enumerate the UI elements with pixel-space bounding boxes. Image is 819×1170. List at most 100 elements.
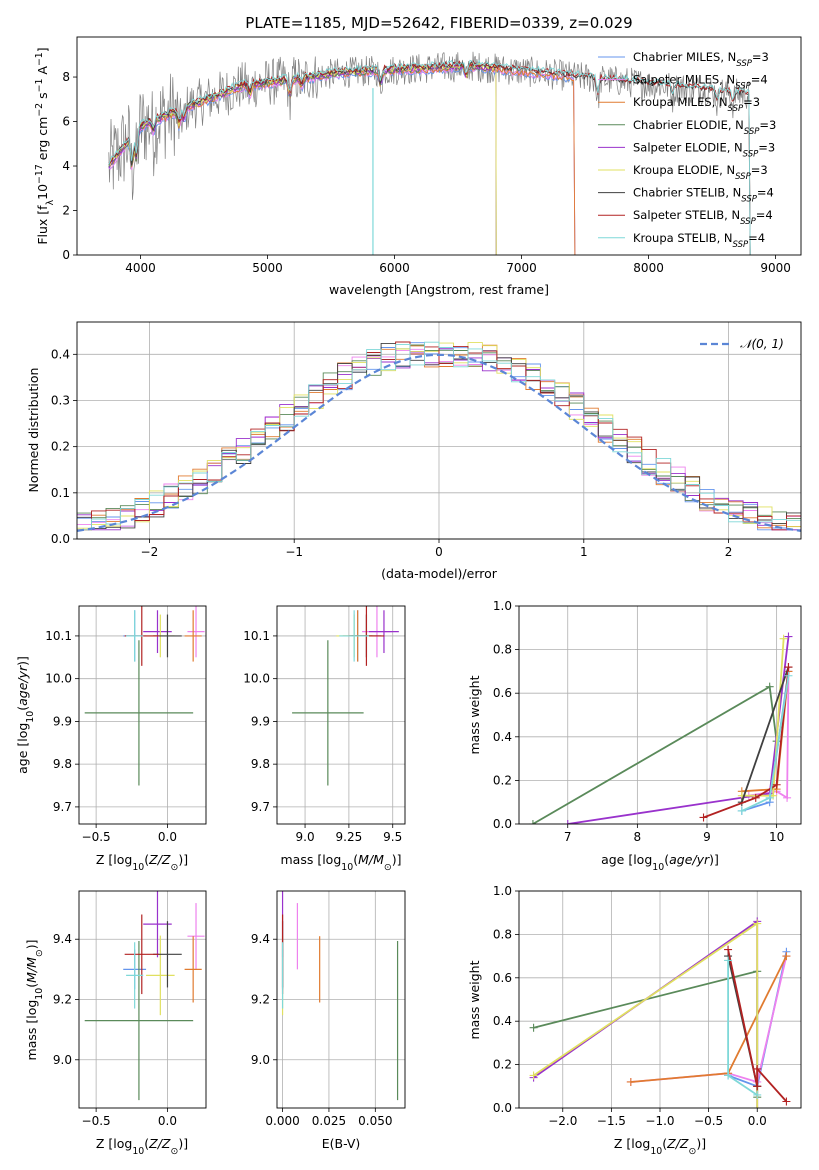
legend-label-prefix: Chabrier MILES, N — [633, 50, 736, 64]
legend-label-suffix: =3 — [751, 163, 768, 177]
y-axis-label: Flux [fλ10−17 erg cm−2 s−1 A−1] — [34, 47, 56, 244]
y-tick-label: 0.0 — [493, 1101, 512, 1115]
panel-weight-vs-age: 7 8 9 10 0.0 0.2 0.4 0.6 0.8 1.0 — [493, 599, 802, 844]
label-part: ( — [15, 706, 30, 711]
x-tick-label: 9.0 — [296, 830, 315, 844]
x-axis-label: Z [log10(Z/Z⊙)] — [614, 1136, 706, 1157]
x-tick-label: 0.025 — [312, 1114, 346, 1128]
label-part: age/yr — [669, 852, 710, 867]
mass-weight-marker — [765, 682, 774, 691]
legend-label-suffix: =3 — [758, 140, 775, 154]
x-axis-label: wavelength [Angstrom, rest frame] — [329, 282, 549, 297]
y-tick-label: 0.6 — [493, 971, 512, 985]
x-tick-label: 0.0 — [158, 830, 177, 844]
legend-label-prefix: Salpeter STELIB, N — [633, 208, 740, 222]
legend-label-sub: SSP — [736, 59, 752, 69]
x-tick-label: −1.0 — [645, 1114, 674, 1128]
y-tick-label: 0.8 — [493, 643, 512, 657]
legend-label: 𝒩(0, 1) — [740, 337, 784, 351]
legend-label: Kroupa ELODIE, NSSP=3 — [633, 163, 768, 182]
y-tick-label: 9.8 — [251, 757, 270, 771]
y-tick-label: 0.1 — [51, 486, 70, 500]
x-tick-label: −1 — [285, 545, 303, 559]
label-part: erg cm — [35, 117, 50, 165]
panel-weight-vs-Z: −2.0 −1.5 −1.0 −0.5 0.0 0.0 0.2 0.4 0.6 0.8 1.0 — [493, 884, 802, 1128]
y-tick-label: 1.0 — [493, 599, 512, 613]
mass-weight-marker — [626, 1077, 635, 1086]
x-tick-label: 4000 — [125, 261, 156, 275]
y-tick-label: 9.7 — [53, 800, 72, 814]
mass-weight-marker — [782, 1097, 791, 1106]
y-tick-label: 0 — [62, 248, 70, 262]
label-part: )] — [696, 1136, 706, 1151]
x-tick-label: 0 — [435, 545, 443, 559]
axes-frame — [518, 605, 802, 825]
mass-weight-marker — [751, 793, 760, 802]
histogram-step-line — [77, 341, 801, 531]
legend-label-sub: SSP — [743, 149, 759, 159]
legend-label-prefix: Kroupa ELODIE, N — [633, 163, 735, 177]
legend-label-sub: SSP — [740, 217, 756, 227]
x-tick-label: 9000 — [760, 261, 791, 275]
x-tick-label: 7000 — [506, 261, 537, 275]
mass-weight-marker — [783, 793, 792, 802]
label-part: 10 — [652, 862, 664, 873]
label-part: 10 — [35, 184, 50, 200]
normal-reference-curve — [77, 353, 801, 532]
x-tick-label: 10 — [769, 830, 784, 844]
axes-frame — [276, 890, 406, 1109]
plot-area — [292, 606, 399, 786]
label-part: Z [log — [96, 1136, 132, 1151]
y-tick-label: 10.0 — [45, 672, 72, 686]
plot-area — [108, 51, 751, 255]
legend-label-prefix: Salpeter ELODIE, N — [633, 140, 743, 154]
label-part: λ — [45, 199, 56, 205]
legend-label: Kroupa MILES, NSSP=3 — [633, 95, 760, 114]
mass-weight-marker — [724, 1071, 733, 1080]
x-axis-label: mass [log10(M/M⊙)] — [281, 852, 402, 873]
label-part: ( — [353, 852, 358, 867]
y-tick-label: 0.8 — [493, 927, 512, 941]
y-tick-label: 0.2 — [493, 773, 512, 787]
y-tick-label: 9.4 — [251, 932, 270, 946]
mass-weight-line — [727, 949, 788, 1103]
x-tick-label: −0.5 — [694, 1114, 723, 1128]
legend-label-suffix: =4 — [756, 208, 773, 222]
label-part: )] — [15, 656, 30, 666]
label-part: ⊙ — [34, 949, 45, 957]
label-part: )] — [178, 1136, 188, 1151]
mass-weight-marker — [563, 820, 572, 824]
legend-label: Salpeter ELODIE, NSSP=3 — [633, 140, 775, 159]
model-spectrum-line — [108, 64, 576, 255]
axes-frame — [76, 36, 802, 256]
x-tick-label: 9.25 — [336, 830, 363, 844]
model-spectrum-line — [108, 59, 751, 255]
y-tick-label: 10.1 — [243, 629, 270, 643]
label-part: Z/Z — [148, 1136, 171, 1151]
label-part: −17 — [34, 164, 45, 184]
plot-area — [529, 917, 791, 1108]
mass-weight-marker — [784, 632, 793, 641]
plot-area — [281, 891, 399, 1101]
legend-label: Chabrier ELODIE, NSSP=3 — [633, 118, 776, 137]
x-tick-label: −2.0 — [548, 1114, 577, 1128]
mass-weight-marker — [753, 919, 762, 928]
panel-mass-vs-Z: −0.5 0.0 9.0 9.2 9.4 — [53, 890, 207, 1128]
legend-label-prefix: Kroupa STELIB, N — [633, 231, 733, 245]
x-axis-label: (data-model)/error — [381, 566, 498, 581]
mass-weight-marker — [782, 952, 791, 961]
x-axis-label: E(B-V) — [322, 1136, 361, 1151]
figure-title: PLATE=1185, MJD=52642, FIBERID=0339, z=0… — [245, 14, 632, 32]
x-tick-label: 0.0 — [158, 1114, 177, 1128]
mass-weight-line — [740, 666, 790, 803]
label-part: M/M — [358, 852, 384, 867]
mass-weight-marker — [753, 1082, 762, 1091]
label-part: )] — [392, 852, 402, 867]
legend-label-suffix: =3 — [752, 50, 769, 64]
label-part: age [log — [601, 852, 652, 867]
label-part: 10 — [341, 862, 353, 873]
legend-label-suffix: =3 — [743, 95, 760, 109]
mass-weight-marker — [753, 1104, 762, 1108]
mass-weight-marker — [753, 1090, 762, 1099]
